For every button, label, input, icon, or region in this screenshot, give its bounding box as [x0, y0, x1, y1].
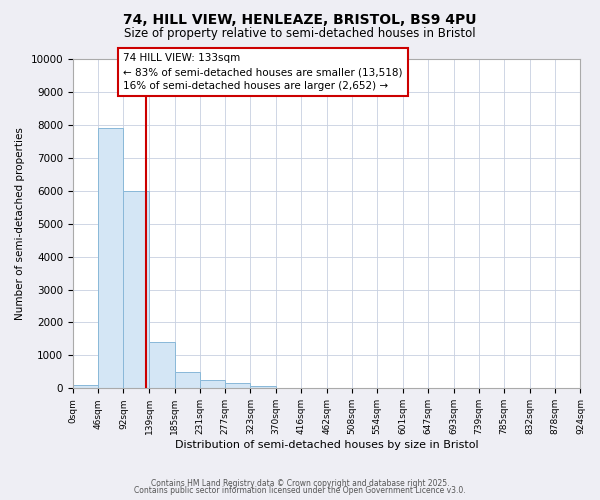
Y-axis label: Number of semi-detached properties: Number of semi-detached properties	[15, 127, 25, 320]
Bar	[124, 190, 149, 388]
Bar	[73, 385, 98, 388]
Bar	[225, 384, 250, 388]
Bar	[149, 342, 175, 388]
X-axis label: Distribution of semi-detached houses by size in Bristol: Distribution of semi-detached houses by …	[175, 440, 479, 450]
Bar	[200, 380, 225, 388]
Bar	[175, 372, 200, 388]
Text: 74 HILL VIEW: 133sqm
← 83% of semi-detached houses are smaller (13,518)
16% of s: 74 HILL VIEW: 133sqm ← 83% of semi-detac…	[124, 53, 403, 91]
Bar	[250, 386, 276, 388]
Text: 74, HILL VIEW, HENLEAZE, BRISTOL, BS9 4PU: 74, HILL VIEW, HENLEAZE, BRISTOL, BS9 4P…	[123, 12, 477, 26]
Text: Contains HM Land Registry data © Crown copyright and database right 2025.: Contains HM Land Registry data © Crown c…	[151, 478, 449, 488]
Text: Size of property relative to semi-detached houses in Bristol: Size of property relative to semi-detach…	[124, 28, 476, 40]
Bar	[98, 128, 124, 388]
Text: Contains public sector information licensed under the Open Government Licence v3: Contains public sector information licen…	[134, 486, 466, 495]
